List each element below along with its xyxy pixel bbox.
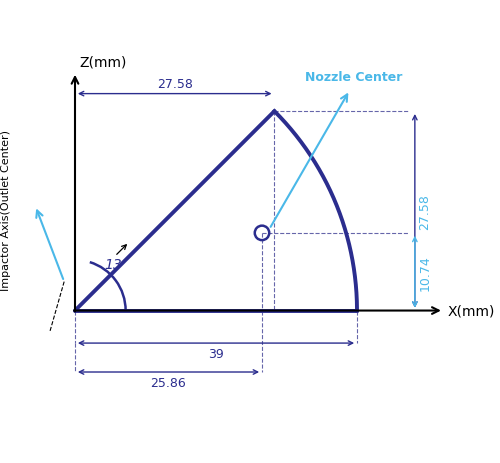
Text: 25.86: 25.86 [150,376,186,389]
Text: 27.58: 27.58 [157,78,192,91]
Text: 10.74: 10.74 [418,254,432,290]
Text: Impactor Axis(Outlet Center): Impactor Axis(Outlet Center) [2,130,12,290]
Text: 27.58: 27.58 [418,194,432,229]
Text: Nozzle Center: Nozzle Center [304,71,402,84]
Text: X(mm): X(mm) [448,304,495,318]
Text: 39: 39 [208,347,224,360]
Text: Z(mm): Z(mm) [80,55,126,69]
Text: 13: 13 [104,257,122,271]
